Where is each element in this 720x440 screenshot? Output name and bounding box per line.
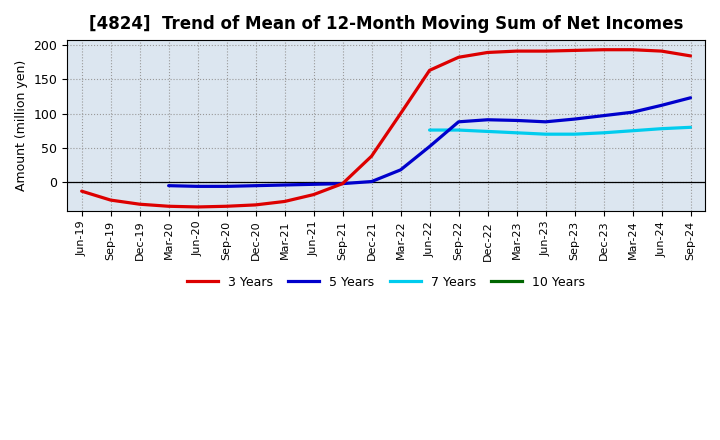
Legend: 3 Years, 5 Years, 7 Years, 10 Years: 3 Years, 5 Years, 7 Years, 10 Years xyxy=(182,271,590,294)
Y-axis label: Amount (million yen): Amount (million yen) xyxy=(15,60,28,191)
Title: [4824]  Trend of Mean of 12-Month Moving Sum of Net Incomes: [4824] Trend of Mean of 12-Month Moving … xyxy=(89,15,683,33)
